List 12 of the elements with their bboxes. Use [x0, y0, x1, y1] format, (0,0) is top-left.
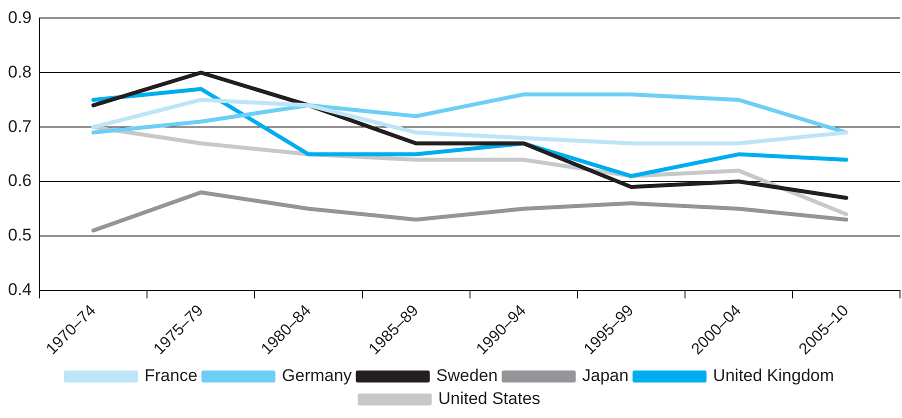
- legend-label: Germany: [282, 366, 352, 386]
- y-tick-label: 0.4: [8, 280, 32, 300]
- legend-label: Sweden: [436, 366, 498, 386]
- legend-label: United States: [438, 389, 540, 408]
- legend-label: France: [144, 366, 198, 386]
- y-tick-label: 0.9: [8, 8, 32, 27]
- legend-label: Japan: [582, 366, 629, 386]
- y-tick-label: 0.6: [8, 171, 32, 190]
- y-tick-label: 0.5: [8, 226, 32, 245]
- legend-label: United Kingdom: [713, 366, 834, 386]
- y-tick-label: 0.7: [8, 116, 32, 136]
- y-tick-label: 0.8: [8, 62, 32, 82]
